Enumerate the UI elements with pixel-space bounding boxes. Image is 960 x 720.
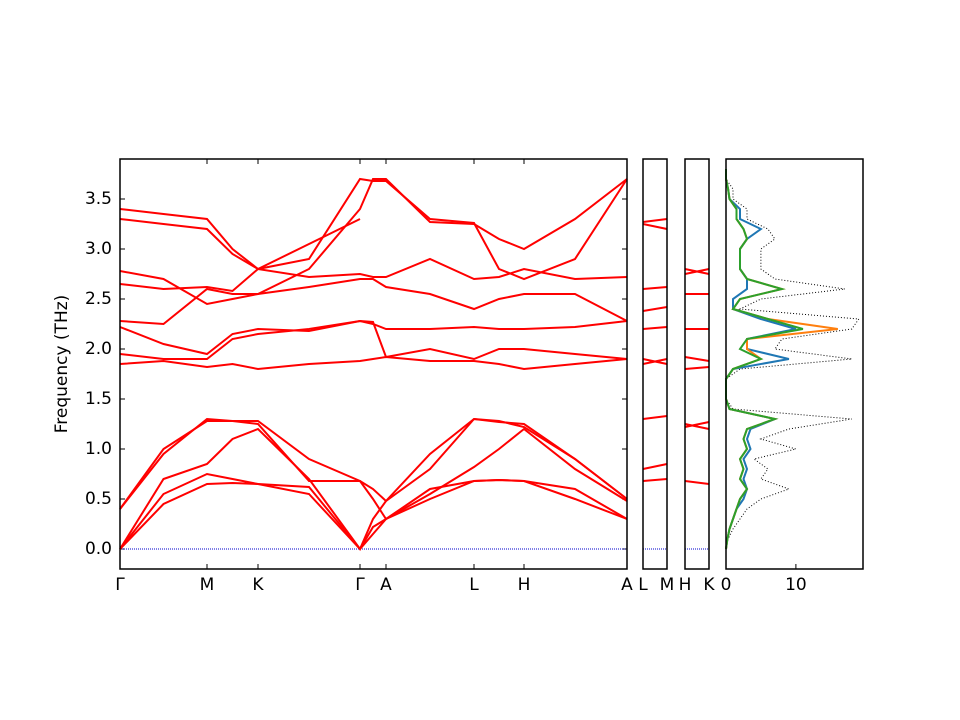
band: [119, 355, 628, 371]
band: [642, 218, 668, 223]
x-tick-label: Γ: [115, 575, 125, 595]
dos-curve: [725, 169, 838, 550]
y-tick-label: 1.0: [85, 439, 112, 459]
band: [642, 286, 668, 290]
x-tick-label: 10: [785, 575, 807, 595]
x-tick-label: Γ: [355, 575, 365, 595]
band: [119, 417, 628, 510]
x-tick-label: A: [380, 575, 392, 595]
x-tick-label: H: [679, 575, 692, 595]
band: [642, 223, 668, 230]
band: [642, 306, 668, 312]
band: [119, 417, 628, 521]
band: [119, 177, 628, 281]
band: [119, 218, 361, 271]
y-tick-label: 2.5: [85, 289, 112, 309]
band: [119, 319, 628, 356]
plot-frame: [684, 158, 710, 570]
plot-frame: [642, 158, 668, 570]
band: [684, 356, 710, 362]
plot-frame: [725, 158, 864, 570]
y-tick-label: 2.0: [85, 339, 112, 359]
x-tick-label: H: [518, 575, 531, 595]
x-tick-label: M: [200, 575, 215, 595]
plot-frame: [119, 158, 628, 570]
band: [642, 463, 668, 470]
y-tick-label: 0.0: [85, 539, 112, 559]
band: [684, 268, 710, 275]
x-tick-label: 0: [721, 575, 732, 595]
x-tick-label: K: [703, 575, 715, 595]
dos-curve: [725, 169, 860, 550]
band: [119, 278, 628, 326]
band: [119, 178, 628, 306]
band: [684, 423, 710, 430]
band: [119, 427, 628, 551]
y-tick-label: 3.5: [85, 189, 112, 209]
y-tick-label: 3.0: [85, 239, 112, 259]
band: [642, 326, 668, 330]
y-axis-label: Frequency (THz): [52, 295, 72, 434]
x-tick-label: K: [252, 575, 264, 595]
x-tick-label: A: [621, 575, 633, 595]
band: [684, 421, 710, 428]
band: [119, 417, 628, 552]
band: [642, 415, 668, 420]
dos-curve: [725, 169, 804, 550]
band: [642, 478, 668, 482]
y-tick-label: 0.5: [85, 489, 112, 509]
x-tick-label: L: [469, 575, 479, 595]
band: [119, 319, 628, 361]
band: [119, 257, 628, 293]
x-tick-label: L: [638, 575, 648, 595]
band: [684, 480, 710, 485]
band: [642, 358, 668, 365]
x-tick-label: M: [660, 575, 675, 595]
band: [684, 366, 710, 370]
y-tick-label: 1.5: [85, 389, 112, 409]
